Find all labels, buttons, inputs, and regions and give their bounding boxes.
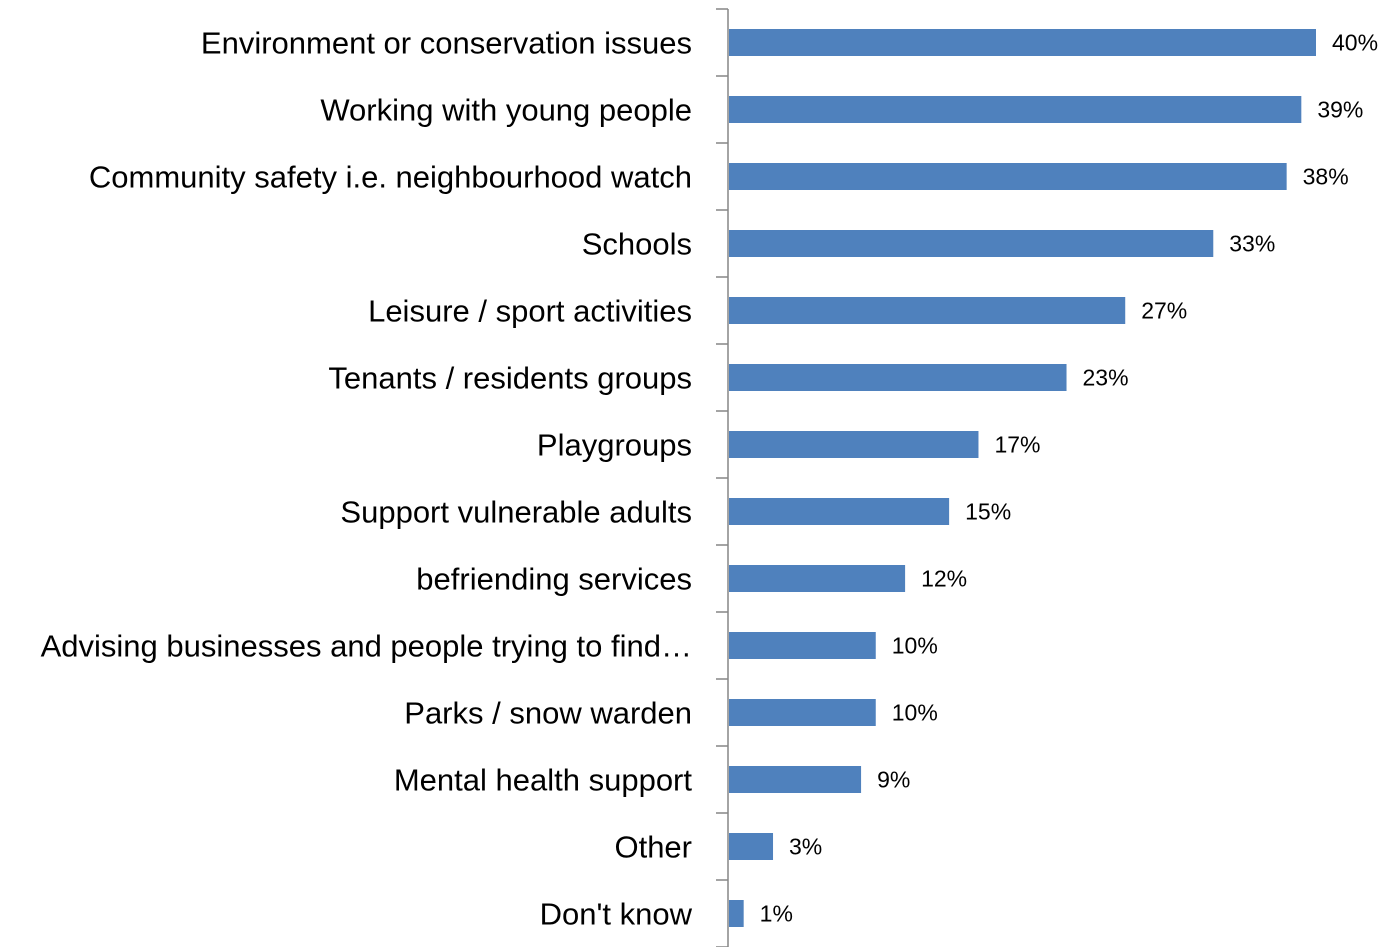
bar	[729, 96, 1302, 123]
value-label: 23%	[1083, 365, 1129, 391]
category-label: Parks / snow warden	[404, 696, 692, 731]
bar	[729, 364, 1067, 391]
value-label: 38%	[1303, 164, 1349, 190]
bar	[729, 565, 906, 592]
bar	[729, 498, 950, 525]
category-label: Schools	[582, 227, 692, 262]
category-label: Advising businesses and people trying to…	[41, 629, 692, 664]
value-label: 17%	[994, 432, 1040, 458]
bar	[729, 29, 1316, 56]
category-label: Tenants / residents groups	[328, 361, 692, 396]
bar	[729, 297, 1126, 324]
category-label: Don't know	[540, 897, 693, 932]
category-label: Other	[614, 830, 692, 865]
category-label: Leisure / sport activities	[368, 294, 692, 329]
bar	[729, 230, 1214, 257]
value-label: 39%	[1317, 97, 1363, 123]
value-label: 15%	[965, 499, 1011, 525]
bar	[729, 900, 744, 927]
category-labels: Environment or conservation issues Workin…	[41, 26, 693, 932]
value-label: 9%	[877, 767, 910, 793]
bar	[729, 632, 876, 659]
bar	[729, 766, 862, 793]
value-label: 27%	[1141, 298, 1187, 324]
value-labels: 40% 39% 38% 33% 27% 23% 17% 15% 12% 10% 10% 9% 3% 1%	[760, 30, 1378, 927]
category-label: Playgroups	[537, 428, 692, 463]
bars-layer	[729, 29, 1316, 927]
category-axis	[716, 8, 729, 947]
bar	[729, 699, 876, 726]
category-label: Environment or conservation issues	[201, 26, 692, 61]
value-label: 10%	[892, 700, 938, 726]
value-label: 10%	[892, 633, 938, 659]
value-label: 1%	[760, 901, 793, 927]
value-label: 33%	[1229, 231, 1275, 257]
bar	[729, 431, 979, 458]
category-label: befriending services	[416, 562, 692, 597]
bar	[729, 163, 1287, 190]
value-label: 12%	[921, 566, 967, 592]
category-label: Support vulnerable adults	[340, 495, 692, 530]
bar	[729, 833, 774, 860]
category-label: Mental health support	[394, 763, 693, 798]
category-label: Community safety i.e. neighbourhood watc…	[89, 160, 692, 195]
value-label: 40%	[1332, 30, 1378, 56]
value-label: 3%	[789, 834, 822, 860]
category-label: Working with young people	[320, 93, 692, 128]
